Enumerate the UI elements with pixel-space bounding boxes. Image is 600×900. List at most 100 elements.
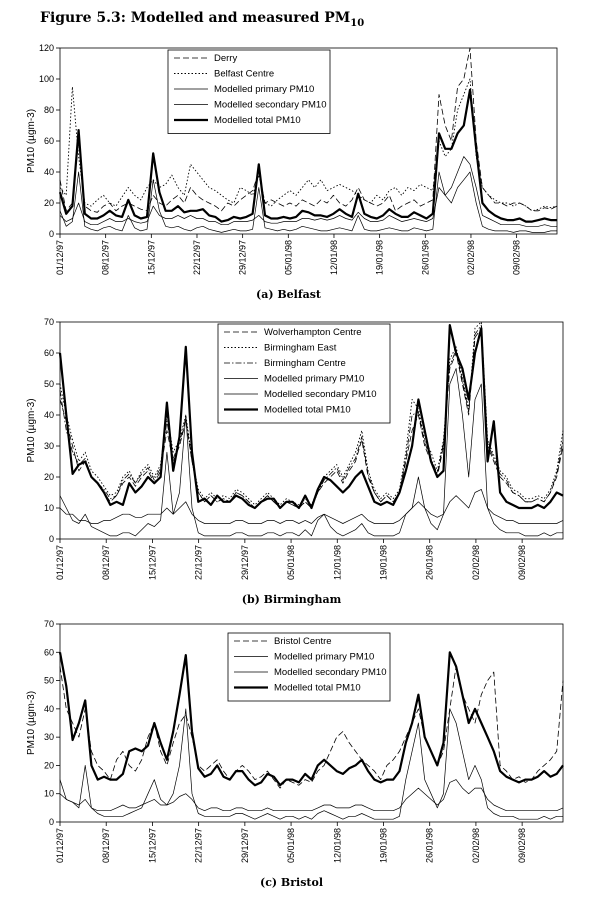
legend-entry: Modelled primary PM10 xyxy=(264,374,364,385)
plot-frame xyxy=(59,623,564,823)
x-tick-label: 09/02/98 xyxy=(517,545,527,580)
x-tick-label: 12/01/98 xyxy=(332,545,342,580)
x-tick-label: 05/01/98 xyxy=(286,828,296,863)
chart-panel-c-bristol: 0 10 20 30 40 50 60 70 PM10 (µgm-3) 01/12/97 08/12… xyxy=(26,619,564,889)
y-tick-label: 10 xyxy=(44,789,54,799)
series-line-modelled-secondary-pm10 xyxy=(59,779,564,812)
y-tick-label: 40 xyxy=(44,410,54,420)
x-tick-label: 08/12/97 xyxy=(101,240,111,275)
x-tick-label: 02/02/98 xyxy=(466,240,476,275)
legend-entry: Modelled secondary PM10 xyxy=(264,389,376,400)
figure-title-main: Figure 5.3: Modelled and measured PM xyxy=(40,10,351,26)
x-tick-label: 26/01/98 xyxy=(420,240,430,275)
x-tick-label: 15/12/97 xyxy=(146,240,156,275)
legend-entry: Modelled total PM10 xyxy=(264,405,351,416)
x-tick-label: 29/12/97 xyxy=(240,545,250,580)
x-tick-label: 19/01/98 xyxy=(375,240,385,275)
x-tick-label: 26/01/98 xyxy=(425,545,435,580)
figure-title-subscript: 10 xyxy=(350,17,365,29)
y-tick-label: 0 xyxy=(49,534,54,544)
y-tick-label: 20 xyxy=(44,198,54,208)
series-line-modelled-total-pm10 xyxy=(58,88,557,223)
series-line-wolverhampton-centre xyxy=(59,327,564,509)
x-tick-label: 01/12/97 xyxy=(55,828,65,863)
y-tick-label: 60 xyxy=(44,647,54,657)
x-tick-label: 08/12/97 xyxy=(101,545,111,580)
y-tick-label: 50 xyxy=(44,379,54,389)
x-tick-label: 01/12/97 xyxy=(55,545,65,580)
series-line-modelled-secondary-pm10 xyxy=(59,489,564,524)
legend: Wolverhampton Centre Birmingham East Birmi… xyxy=(217,323,391,424)
y-axis-label: PM10 (µgm-3) xyxy=(26,691,37,755)
x-tick-label: 02/02/98 xyxy=(471,828,481,863)
legend-entry: Modelled primary PM10 xyxy=(214,84,314,95)
y-tick-label: 50 xyxy=(44,676,54,686)
legend: Bristol Centre Modelled primary PM10 Model… xyxy=(227,632,391,702)
x-tick-label: 19/01/98 xyxy=(378,828,388,863)
y-tick-label: 100 xyxy=(39,74,54,84)
x-tick-label: 09/02/98 xyxy=(512,240,522,275)
y-tick-label: 30 xyxy=(44,441,54,451)
legend-entry: Birmingham Centre xyxy=(264,358,346,369)
y-tick-label: 40 xyxy=(44,167,54,177)
x-tick-label: 12/01/98 xyxy=(329,240,339,275)
x-tick-label: 15/12/97 xyxy=(147,545,157,580)
panel-caption: (c) Bristol xyxy=(260,876,323,889)
panel-caption: (b) Birmingham xyxy=(242,593,342,606)
y-tick-label: 20 xyxy=(44,472,54,482)
x-tick-label: 01/12/97 xyxy=(55,240,65,275)
y-tick-label: 0 xyxy=(49,229,54,239)
series-line-modelled-total-pm10 xyxy=(58,324,564,510)
series-line-modelled-primary-pm10 xyxy=(59,708,563,820)
legend-entry: Wolverhampton Centre xyxy=(264,327,362,338)
series-line-bristol-centre xyxy=(59,666,564,789)
series-line-modelled-total-pm10 xyxy=(58,651,564,787)
legend-entry: Modelled total PM10 xyxy=(274,683,361,694)
legend-entry: Bristol Centre xyxy=(274,636,332,647)
y-tick-label: 40 xyxy=(44,704,54,714)
x-tick-label: 02/02/98 xyxy=(471,545,481,580)
x-tick-label: 19/01/98 xyxy=(378,545,388,580)
y-tick-label: 20 xyxy=(44,760,54,770)
legend-box xyxy=(227,632,391,702)
y-tick-label: 30 xyxy=(44,732,54,742)
x-tick-label: 26/01/98 xyxy=(425,828,435,863)
y-tick-label: 60 xyxy=(44,348,54,358)
x-tick-label: 22/12/97 xyxy=(194,545,204,580)
x-tick-label: 29/12/97 xyxy=(238,240,248,275)
y-axis-label: PM10 (µgm-3) xyxy=(26,109,37,173)
y-tick-label: 70 xyxy=(44,317,54,327)
x-tick-label: 22/12/97 xyxy=(194,828,204,863)
legend-box xyxy=(217,323,391,424)
legend-entry: Modelled total PM10 xyxy=(214,115,301,126)
y-tick-label: 70 xyxy=(44,619,54,629)
x-tick-label: 08/12/97 xyxy=(101,828,111,863)
series-line-derry xyxy=(59,47,558,213)
legend-entry: Modelled secondary PM10 xyxy=(214,100,326,111)
legend-entry: Modelled primary PM10 xyxy=(274,652,374,663)
figure-title: Figure 5.3: Modelled and measured PM10 xyxy=(40,10,364,29)
x-tick-label: 09/02/98 xyxy=(517,828,527,863)
legend-entry: Modelled secondary PM10 xyxy=(274,667,386,678)
x-tick-label: 05/01/98 xyxy=(286,545,296,580)
chart-panel-a-belfast: 0 20 40 60 80 100 120 PM10 (µgm-3) 01/12/97 08/12… xyxy=(26,43,558,301)
series-line-modelled-secondary-pm10 xyxy=(59,156,557,227)
panel-caption: (a) Belfast xyxy=(256,288,322,301)
y-tick-label: 10 xyxy=(44,503,54,513)
y-tick-label: 80 xyxy=(44,105,54,115)
chart-panel-b-birmingham: 0 10 20 30 40 50 60 70 PM10 (µgm-3) 01/12/97 08/12… xyxy=(26,317,564,606)
y-tick-label: 0 xyxy=(49,817,54,827)
legend-entry: Birmingham East xyxy=(264,343,337,354)
y-tick-label: 120 xyxy=(39,43,54,53)
x-tick-label: 05/01/98 xyxy=(283,240,293,275)
legend-entry: Belfast Centre xyxy=(214,69,274,80)
series-line-modelled-primary-pm10 xyxy=(59,368,563,537)
y-tick-label: 60 xyxy=(44,136,54,146)
x-tick-label: 29/12/97 xyxy=(240,828,250,863)
x-tick-label: 22/12/97 xyxy=(192,240,202,275)
legend-entry: Derry xyxy=(214,53,237,64)
series-line-modelled-primary-pm10 xyxy=(59,171,557,233)
y-axis-label: PM10 (µgm-3) xyxy=(26,398,37,462)
legend: Derry Belfast Centre Modelled primary PM10… xyxy=(167,49,331,134)
